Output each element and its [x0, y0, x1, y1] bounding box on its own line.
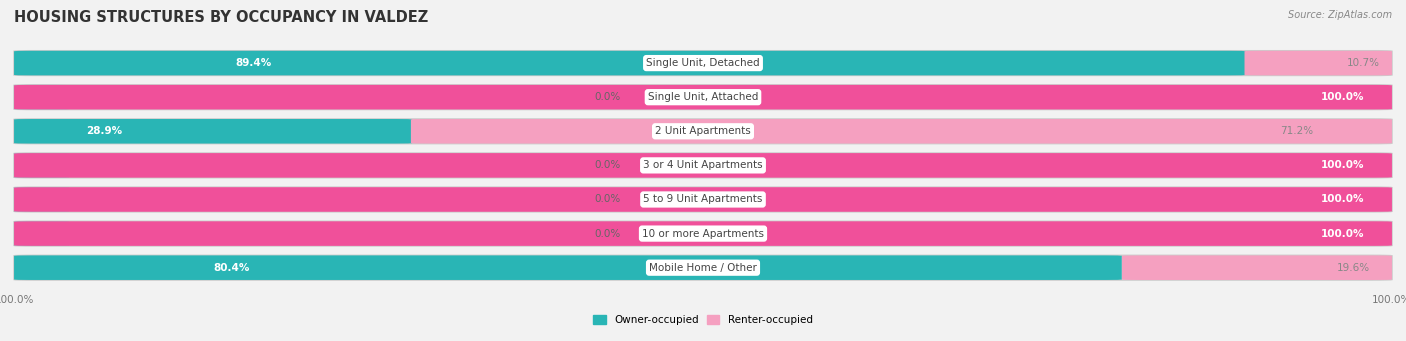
Text: 100.0%: 100.0% — [1320, 160, 1364, 170]
FancyBboxPatch shape — [14, 51, 1392, 75]
FancyBboxPatch shape — [1244, 51, 1392, 75]
Text: 100.0%: 100.0% — [1320, 228, 1364, 239]
FancyBboxPatch shape — [14, 221, 1392, 246]
Legend: Owner-occupied, Renter-occupied: Owner-occupied, Renter-occupied — [589, 311, 817, 329]
Text: Source: ZipAtlas.com: Source: ZipAtlas.com — [1288, 10, 1392, 20]
FancyBboxPatch shape — [14, 85, 69, 109]
Text: 100.0%: 100.0% — [1320, 194, 1364, 205]
FancyBboxPatch shape — [14, 119, 1392, 144]
Text: Mobile Home / Other: Mobile Home / Other — [650, 263, 756, 273]
Text: 5 to 9 Unit Apartments: 5 to 9 Unit Apartments — [644, 194, 762, 205]
Text: 0.0%: 0.0% — [595, 160, 620, 170]
Text: 0.0%: 0.0% — [595, 194, 620, 205]
FancyBboxPatch shape — [14, 187, 1392, 212]
FancyBboxPatch shape — [14, 255, 1392, 280]
Text: 10 or more Apartments: 10 or more Apartments — [643, 228, 763, 239]
FancyBboxPatch shape — [14, 187, 69, 212]
FancyBboxPatch shape — [14, 85, 1392, 109]
Text: 89.4%: 89.4% — [236, 58, 271, 68]
FancyBboxPatch shape — [14, 119, 412, 144]
Text: 71.2%: 71.2% — [1281, 126, 1313, 136]
FancyBboxPatch shape — [14, 153, 69, 178]
FancyBboxPatch shape — [14, 51, 1246, 75]
FancyBboxPatch shape — [14, 153, 1392, 178]
Text: 80.4%: 80.4% — [214, 263, 250, 273]
Text: HOUSING STRUCTURES BY OCCUPANCY IN VALDEZ: HOUSING STRUCTURES BY OCCUPANCY IN VALDE… — [14, 10, 429, 25]
Text: Single Unit, Detached: Single Unit, Detached — [647, 58, 759, 68]
Text: 0.0%: 0.0% — [595, 92, 620, 102]
FancyBboxPatch shape — [14, 255, 1122, 280]
FancyBboxPatch shape — [14, 221, 1392, 246]
Text: 0.0%: 0.0% — [595, 228, 620, 239]
Text: 19.6%: 19.6% — [1337, 263, 1371, 273]
Text: 3 or 4 Unit Apartments: 3 or 4 Unit Apartments — [643, 160, 763, 170]
Text: 10.7%: 10.7% — [1347, 58, 1381, 68]
FancyBboxPatch shape — [14, 187, 1392, 212]
Text: 28.9%: 28.9% — [86, 126, 122, 136]
FancyBboxPatch shape — [14, 153, 1392, 178]
FancyBboxPatch shape — [1122, 255, 1392, 280]
Text: 2 Unit Apartments: 2 Unit Apartments — [655, 126, 751, 136]
Text: 100.0%: 100.0% — [1320, 92, 1364, 102]
FancyBboxPatch shape — [14, 221, 69, 246]
FancyBboxPatch shape — [411, 119, 1392, 144]
Text: Single Unit, Attached: Single Unit, Attached — [648, 92, 758, 102]
FancyBboxPatch shape — [14, 85, 1392, 109]
